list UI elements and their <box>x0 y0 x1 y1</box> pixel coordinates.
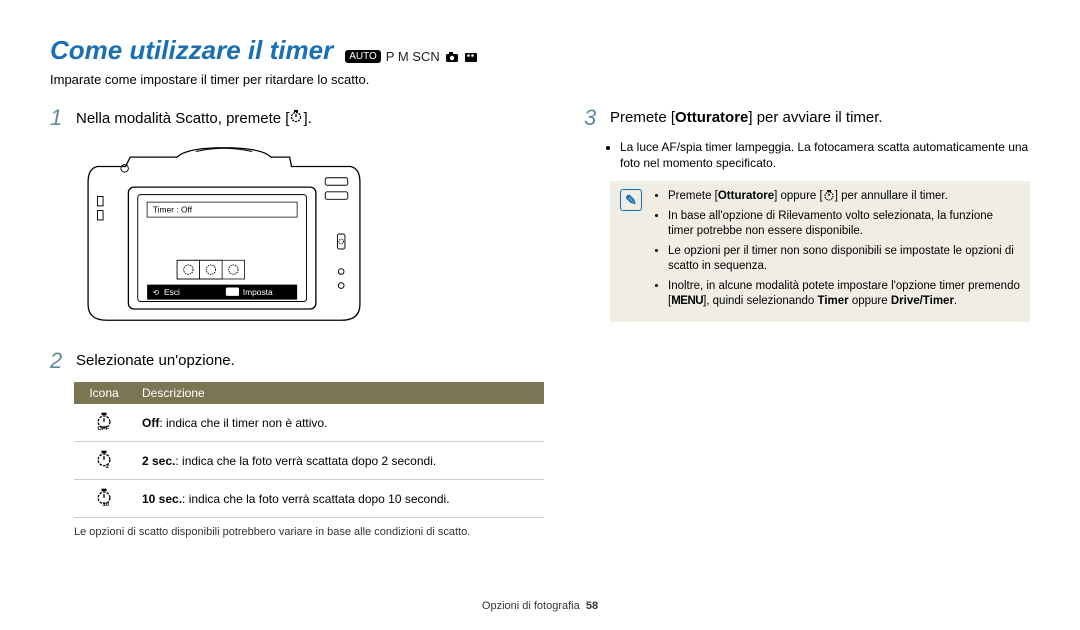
svg-text:⟲: ⟲ <box>153 288 160 297</box>
screen-esc-label: Esci <box>164 287 180 297</box>
step-2: 2 Selezionate un'opzione. <box>50 348 544 374</box>
camera-mode-icon <box>445 51 459 63</box>
options-table: Icona Descrizione OFF Off: indica che il… <box>74 382 544 518</box>
movie-mode-icon <box>464 51 478 63</box>
page-title: Come utilizzare il timer <box>50 35 333 66</box>
svg-text:10: 10 <box>103 502 109 507</box>
mode-indicators: AUTO P M SCN <box>345 49 478 64</box>
info-item: In base all'opzione di Rilevamento volto… <box>668 209 1020 240</box>
info-item: Le opzioni per il timer non sono disponi… <box>668 244 1020 275</box>
desc-cell: 10 sec.: indica che la foto verrà scatta… <box>134 480 544 518</box>
screen-set-label: Imposta <box>243 287 273 297</box>
table-row: 10 10 sec.: indica che la foto verrà sca… <box>74 480 544 518</box>
icon-cell: 10 <box>74 480 134 518</box>
timer-icon <box>289 109 303 123</box>
screen-timer-label: Timer : Off <box>153 204 193 214</box>
info-item: Inoltre, in alcune modalità potete impos… <box>668 279 1020 310</box>
modes-text: P M SCN <box>386 49 440 64</box>
step-number: 2 <box>50 348 68 374</box>
table-row: 2 2 sec.: indica che la foto verrà scatt… <box>74 442 544 480</box>
icon-cell: OFF <box>74 404 134 442</box>
info-item: Premete [Otturatore] oppure [] per annul… <box>668 189 1020 205</box>
icon-cell: 2 <box>74 442 134 480</box>
svg-text:2: 2 <box>106 464 110 469</box>
desc-cell: Off: indica che il timer non è attivo. <box>134 404 544 442</box>
info-box: ✎ Premete [Otturatore] oppure [] per ann… <box>610 181 1030 322</box>
step-1: 1 Nella modalità Scatto, premete []. <box>50 105 544 131</box>
th-icon: Icona <box>74 382 134 404</box>
step-3-sub: La luce AF/spia timer lampeggia. La foto… <box>584 139 1030 171</box>
th-desc: Descrizione <box>134 382 544 404</box>
step-3: 3 Premete [Otturatore] per avviare il ti… <box>584 105 1030 131</box>
svg-text:OFF: OFF <box>97 426 109 431</box>
step-text: Selezionate un'opzione. <box>76 348 235 374</box>
step-number: 3 <box>584 105 602 131</box>
options-note: Le opzioni di scatto disponibili potrebb… <box>74 526 544 538</box>
info-icon: ✎ <box>620 189 642 211</box>
desc-cell: 2 sec.: indica che la foto verrà scattat… <box>134 442 544 480</box>
step-number: 1 <box>50 105 68 131</box>
camera-illustration: Timer : Off ⟲ Esci Imposta <box>74 139 544 334</box>
mode-auto-badge: AUTO <box>345 50 381 63</box>
table-row: OFF Off: indica che il timer non è attiv… <box>74 404 544 442</box>
step-text: Nella modalità Scatto, premete []. <box>76 105 312 131</box>
step-text: Premete [Otturatore] per avviare il time… <box>610 105 883 131</box>
subtitle: Imparate come impostare il timer per rit… <box>50 72 1030 87</box>
footer: Opzioni di fotografia 58 <box>0 600 1080 612</box>
